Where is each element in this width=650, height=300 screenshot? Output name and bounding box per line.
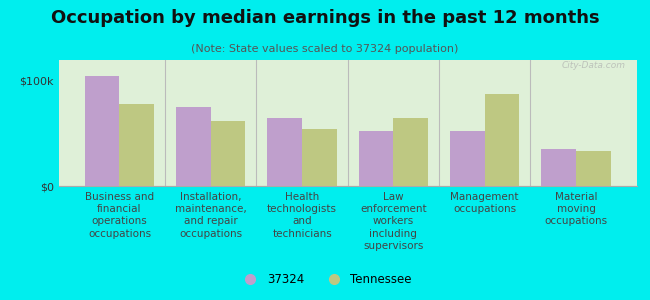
Bar bbox=[485, 94, 519, 186]
Bar bbox=[541, 149, 576, 186]
Bar bbox=[211, 121, 246, 186]
Bar bbox=[393, 118, 428, 186]
Bar bbox=[120, 104, 154, 186]
Bar bbox=[576, 151, 611, 186]
Bar bbox=[302, 129, 337, 186]
Bar bbox=[267, 118, 302, 186]
Legend: 37324, Tennessee: 37324, Tennessee bbox=[234, 269, 416, 291]
Bar bbox=[84, 76, 120, 186]
Bar bbox=[450, 131, 485, 186]
Bar bbox=[176, 107, 211, 186]
Text: Occupation by median earnings in the past 12 months: Occupation by median earnings in the pas… bbox=[51, 9, 599, 27]
Bar bbox=[359, 131, 393, 186]
Text: City-Data.com: City-Data.com bbox=[562, 61, 625, 70]
Text: (Note: State values scaled to 37324 population): (Note: State values scaled to 37324 popu… bbox=[191, 44, 459, 53]
